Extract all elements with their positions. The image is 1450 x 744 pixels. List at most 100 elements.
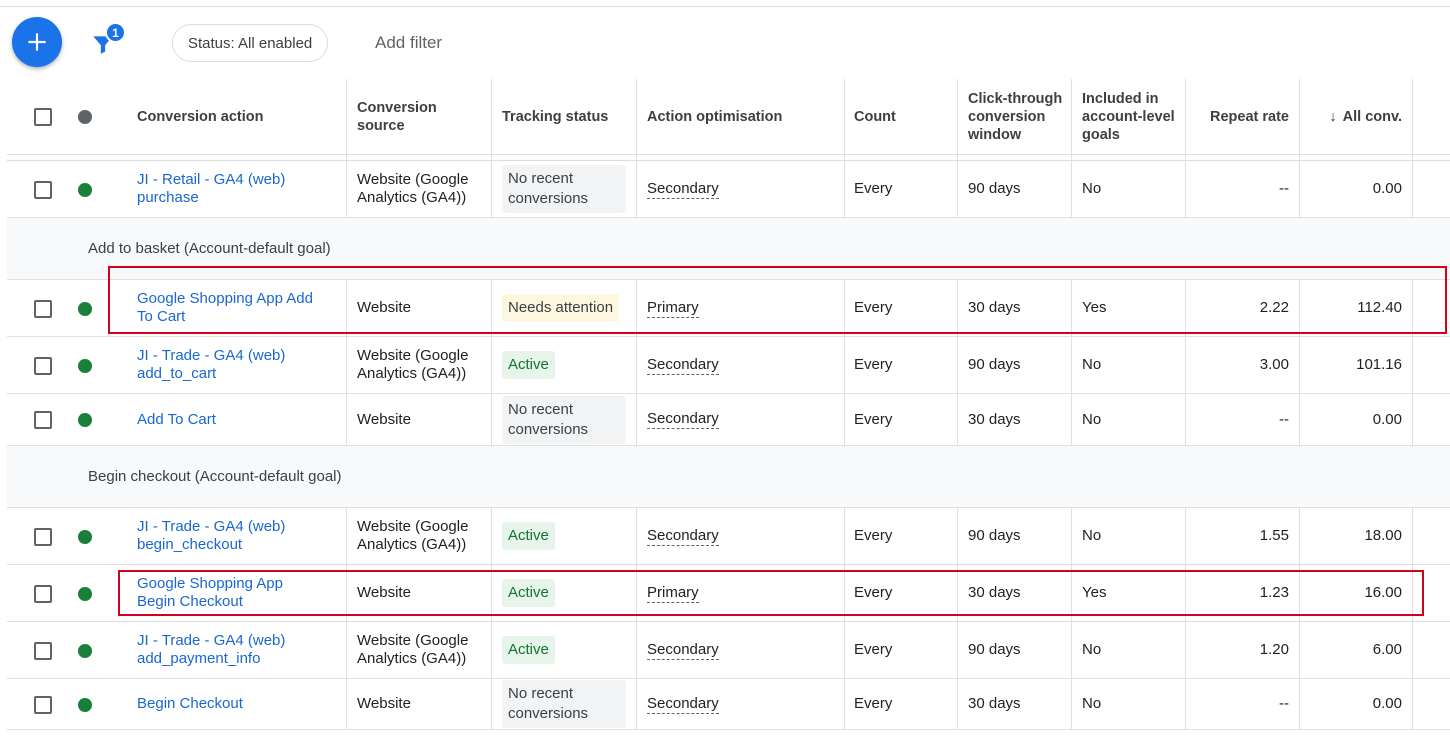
enabled-status-dot [78, 587, 92, 601]
action-optimisation-value[interactable]: Secondary [647, 179, 719, 199]
table-row[interactable]: Google Shopping App Add To Cart Website Ne… [7, 280, 1450, 337]
count-value: Every [854, 527, 893, 544]
conversion-source: Website [357, 299, 411, 316]
conversion-source: Website [357, 410, 411, 428]
action-optimisation-value[interactable]: Secondary [647, 526, 719, 546]
all-conv-value: 0.00 [1372, 410, 1402, 428]
filter-icon[interactable] [90, 31, 116, 57]
row-checkbox[interactable] [34, 300, 52, 318]
window-value: 30 days [968, 299, 1021, 316]
row-checkbox[interactable] [34, 585, 52, 603]
included-in-goals-value: No [1082, 410, 1102, 428]
all-conv-value: 18.00 [1364, 527, 1402, 544]
conversion-source: Website (Google Analytics (GA4)) [357, 632, 469, 667]
table-row[interactable]: Begin Checkout Website No recent conversio… [7, 679, 1450, 730]
header-count[interactable]: Count [854, 108, 896, 125]
window-value: 90 days [968, 180, 1021, 197]
table-row[interactable]: JI - Trade - GA4 (web) add_to_cart Websit… [7, 337, 1450, 394]
window-value: 90 days [968, 641, 1021, 658]
conversion-action-link[interactable]: Google Shopping App Begin Checkout [137, 575, 283, 610]
toolbar: 1 Status: All enabled Add filter [0, 7, 1450, 79]
conversion-action-link[interactable]: JI - Trade - GA4 (web) add_payment_info [137, 632, 286, 667]
row-checkbox[interactable] [34, 528, 52, 546]
included-in-goals-value: Yes [1082, 584, 1107, 601]
sort-down-icon: ↓ [1329, 108, 1337, 125]
header-tracking-status[interactable]: Tracking status [502, 108, 609, 125]
header-action-optimisation[interactable]: Action optimisation [647, 108, 783, 125]
header-all-conv[interactable]: ↓ All conv. [1307, 79, 1402, 154]
status-header-dot [78, 110, 92, 124]
repeat-rate-value: 3.00 [1259, 356, 1289, 373]
select-all-checkbox[interactable] [34, 108, 52, 126]
enabled-status-dot [78, 698, 92, 712]
enabled-status-dot [78, 644, 92, 658]
row-checkbox[interactable] [34, 642, 52, 660]
header-conversion-action[interactable]: Conversion action [137, 108, 264, 125]
conversion-action-link[interactable]: Add To Cart [137, 410, 216, 428]
header-included-in-goals[interactable]: Included in account-level goals [1082, 90, 1175, 143]
tracking-status-badge: Active [502, 351, 555, 379]
enabled-status-dot [78, 530, 92, 544]
conversion-source: Website [357, 584, 411, 601]
header-conversion-source[interactable]: Conversion source [357, 99, 437, 134]
header-repeat-rate[interactable]: Repeat rate [1210, 108, 1289, 125]
row-checkbox[interactable] [34, 411, 52, 429]
window-value: 30 days [968, 584, 1021, 601]
count-value: Every [854, 299, 893, 316]
top-divider [0, 6, 1450, 7]
window-value: 90 days [968, 527, 1021, 544]
all-conv-value: 6.00 [1372, 641, 1402, 658]
action-optimisation-value[interactable]: Secondary [647, 410, 719, 429]
conversion-action-link[interactable]: Google Shopping App Add To Cart [137, 290, 313, 325]
included-in-goals-value: No [1082, 527, 1102, 544]
repeat-rate-value: 1.23 [1259, 584, 1289, 601]
conversion-action-link[interactable]: JI - Retail - GA4 (web) purchase [137, 171, 286, 206]
tracking-status-badge: Active [502, 636, 555, 664]
conversion-source: Website (Google Analytics (GA4)) [357, 518, 469, 553]
conversion-action-link[interactable]: JI - Trade - GA4 (web) begin_checkout [137, 518, 286, 553]
all-conv-value: 112.40 [1357, 299, 1402, 316]
repeat-rate-value: 1.55 [1259, 527, 1289, 544]
group-header-row: Add to basket (Account-default goal) [7, 218, 1450, 280]
conversion-source: Website [357, 695, 411, 712]
count-value: Every [854, 641, 893, 658]
tracking-status-badge: No recent conversions [502, 680, 626, 728]
tracking-status-badge: No recent conversions [502, 165, 626, 213]
conversion-source: Website (Google Analytics (GA4)) [357, 171, 469, 206]
header-all-conv-label: All conv. [1342, 108, 1402, 125]
all-conv-value: 0.00 [1372, 180, 1402, 197]
header-click-through-window[interactable]: Click-through conversion window [968, 90, 1063, 143]
add-filter-button[interactable]: Add filter [375, 33, 443, 52]
count-value: Every [854, 180, 893, 197]
filter-count-badge: 1 [105, 22, 126, 43]
action-optimisation-value[interactable]: Primary [647, 583, 699, 603]
action-optimisation-value[interactable]: Secondary [647, 355, 719, 375]
table-row[interactable]: Google Shopping App Begin Checkout Websit… [7, 565, 1450, 622]
conversion-action-link[interactable]: Begin Checkout [137, 695, 243, 712]
table-row[interactable]: JI - Trade - GA4 (web) begin_checkout Web… [7, 508, 1450, 565]
repeat-rate-value: -- [1279, 410, 1289, 428]
action-optimisation-value[interactable]: Secondary [647, 694, 719, 714]
row-checkbox[interactable] [34, 357, 52, 375]
add-conversion-button[interactable] [12, 17, 62, 67]
window-value: 90 days [968, 356, 1021, 373]
plus-icon [28, 33, 46, 51]
repeat-rate-value: 1.20 [1259, 641, 1289, 658]
group-header-row: Begin checkout (Account-default goal) [7, 446, 1450, 508]
status-filter-chip[interactable]: Status: All enabled [172, 24, 329, 62]
enabled-status-dot [78, 359, 92, 373]
scrolled-row-edge [7, 155, 1450, 161]
enabled-status-dot [78, 413, 92, 427]
tracking-status-badge: Active [502, 579, 555, 607]
table-row[interactable]: JI - Retail - GA4 (web) purchase Website … [7, 161, 1450, 218]
conversion-action-link[interactable]: JI - Trade - GA4 (web) add_to_cart [137, 347, 286, 382]
table-row[interactable]: Add To Cart Website No recent conversions S… [7, 394, 1450, 446]
all-conv-value: 101.16 [1356, 356, 1402, 373]
action-optimisation-value[interactable]: Primary [647, 298, 699, 318]
action-optimisation-value[interactable]: Secondary [647, 640, 719, 660]
table-row[interactable]: JI - Trade - GA4 (web) add_payment_info W… [7, 622, 1450, 679]
window-value: 30 days [968, 695, 1021, 712]
all-conv-value: 0.00 [1372, 695, 1402, 712]
row-checkbox[interactable] [34, 696, 52, 714]
row-checkbox[interactable] [34, 181, 52, 199]
